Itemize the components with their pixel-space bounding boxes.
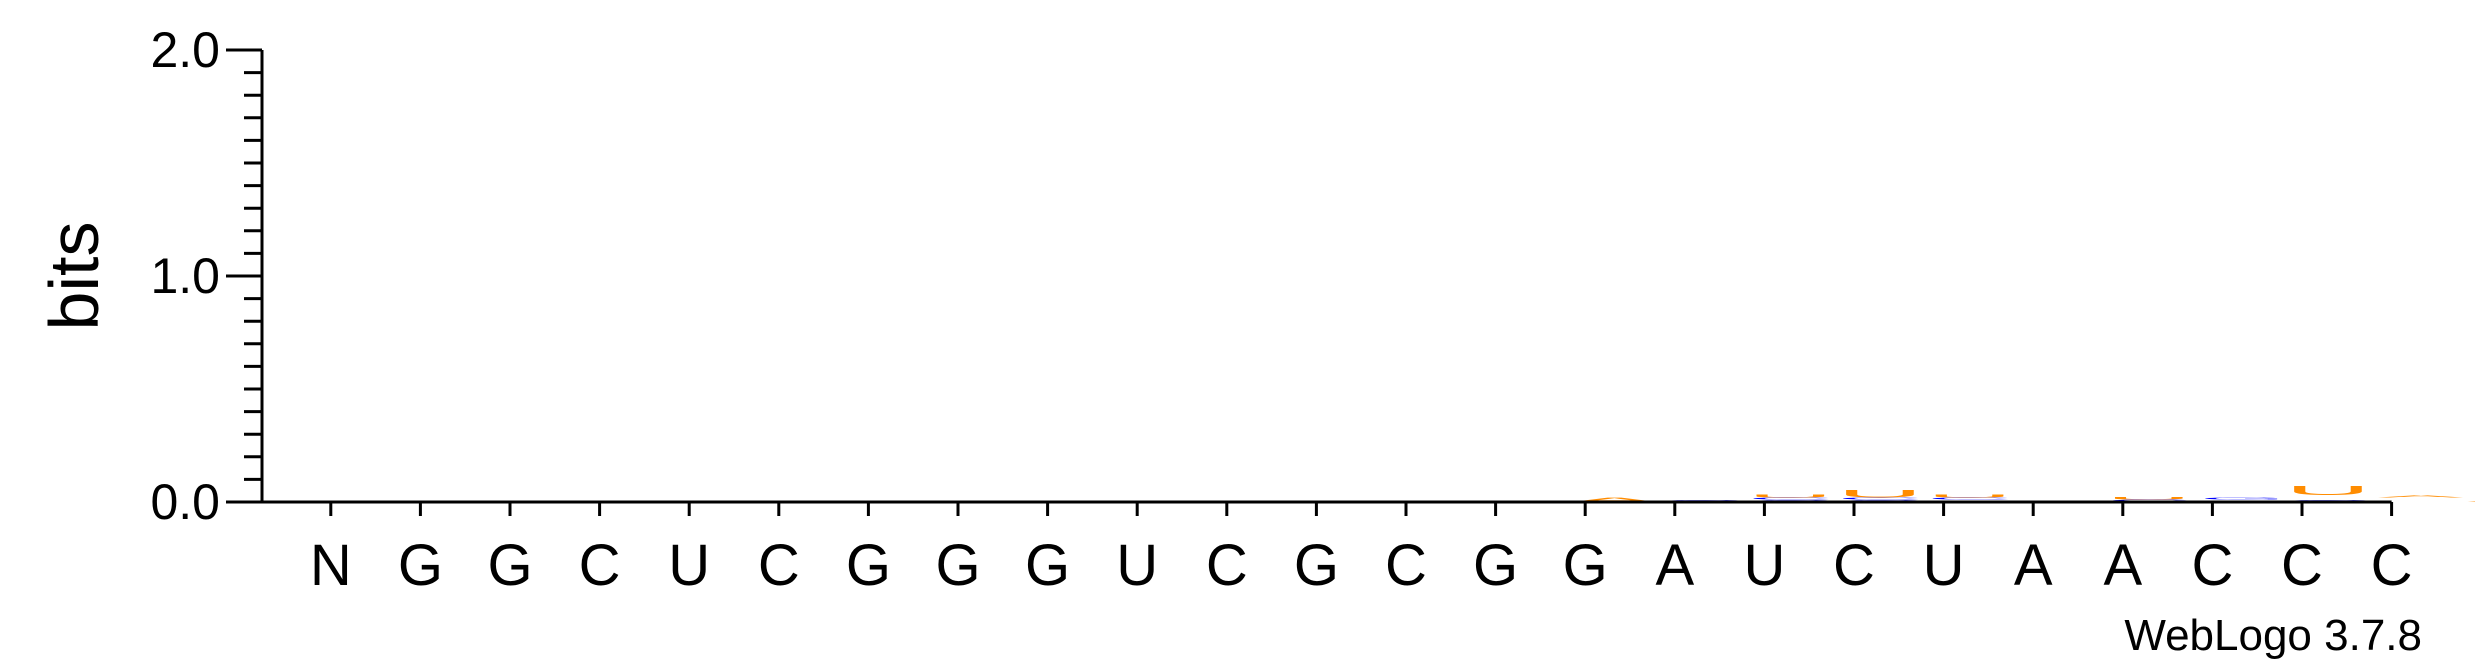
x-tick-label: N <box>310 533 352 598</box>
x-tick-label: C <box>758 533 800 598</box>
x-tick-label: C <box>1833 533 1875 598</box>
x-tick-label: U <box>1743 533 1785 598</box>
logo-glyph-u: U <box>1747 493 1833 498</box>
x-tick-label: C <box>1206 533 1248 598</box>
logo-glyph-u: U <box>2285 484 2371 498</box>
x-tick-label: C <box>1385 533 1427 598</box>
weblogo-credit: WebLogo 3.7.8 <box>2124 611 2422 660</box>
logo-stacks: AGCUGCUGCUCUCGAUAAUAGUUGCUACUACAUCAUCUAC… <box>1571 2 2475 606</box>
x-tick-label: C <box>2191 533 2233 598</box>
x-tick-label: U <box>1116 533 1158 598</box>
y-tick-label: 1.0 <box>150 248 220 304</box>
x-tick-label: G <box>1294 533 1339 598</box>
x-tick-label: G <box>487 533 532 598</box>
logo-glyph-u: U <box>1837 487 1923 499</box>
x-tick-label: G <box>1025 533 1070 598</box>
y-axis-label: bits <box>35 222 113 331</box>
x-tick-label: A <box>1655 533 1694 598</box>
x-tick-label: U <box>668 533 710 598</box>
logo-column: CGAU <box>2200 484 2464 503</box>
x-tick-label: A <box>2103 533 2142 598</box>
logo-glyph-a: A <box>2467 499 2475 502</box>
x-tick-label: C <box>579 533 621 598</box>
logo-glyph-g: G <box>2200 497 2286 501</box>
x-tick-label: G <box>1473 533 1518 598</box>
x-tick-label: A <box>2014 533 2053 598</box>
x-tick-label: C <box>2281 533 2323 598</box>
x-tick-label: G <box>935 533 980 598</box>
y-tick-label: 0.0 <box>150 474 220 530</box>
logo-glyph-a: A <box>2378 495 2464 498</box>
logo-glyph-u: U <box>2106 496 2192 500</box>
y-axis: 0.0 1.0 2.0 <box>150 22 262 530</box>
x-tick-label: G <box>398 533 443 598</box>
x-tick-label: G <box>1563 533 1608 598</box>
logo-column: A <box>2467 499 2475 502</box>
x-tick-label: G <box>846 533 891 598</box>
x-tick-label: U <box>1923 533 1965 598</box>
x-tick-label: C <box>2371 533 2413 598</box>
y-tick-label: 2.0 <box>150 22 220 78</box>
logo-glyph-u: U <box>1927 493 2013 498</box>
